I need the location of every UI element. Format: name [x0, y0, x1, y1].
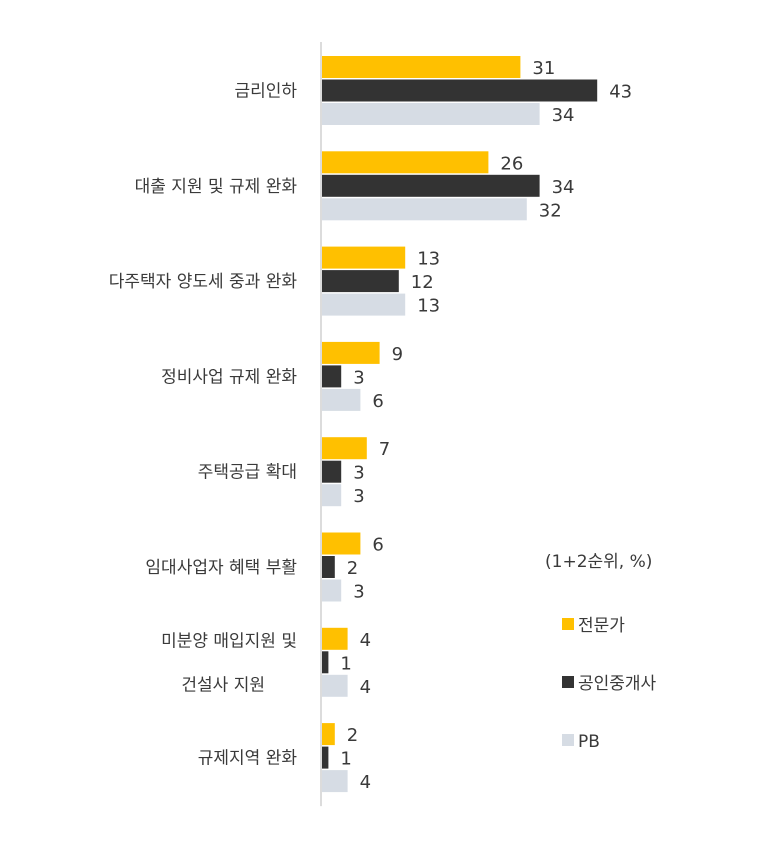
- data-label: 26: [500, 153, 523, 174]
- bar: [322, 770, 348, 793]
- bar: [322, 365, 342, 388]
- data-label: 34: [552, 177, 575, 198]
- data-label: 13: [417, 296, 440, 317]
- bar: [322, 79, 598, 102]
- data-label: 4: [360, 772, 371, 793]
- bar: [322, 198, 527, 221]
- bar: [322, 56, 521, 78]
- data-label: 6: [372, 535, 383, 556]
- data-label: 3: [353, 582, 364, 603]
- bar: [322, 341, 380, 364]
- bar: [322, 460, 342, 483]
- data-label: 12: [411, 272, 434, 293]
- data-label: 2: [347, 558, 358, 579]
- category-label: 금리인하: [234, 82, 297, 102]
- bar: [322, 651, 329, 674]
- legend-swatch: [562, 676, 574, 688]
- data-label: 32: [539, 200, 562, 221]
- bar: [322, 723, 335, 746]
- bar: [322, 103, 540, 125]
- data-label: 1: [340, 749, 351, 770]
- category-label: 주택공급 확대: [198, 463, 297, 483]
- bar: [322, 437, 367, 460]
- category-label: 다주택자 양도세 중과 완화: [109, 272, 298, 292]
- legend-item: 공인중개사: [578, 674, 657, 694]
- data-label: 9: [392, 344, 403, 365]
- bar: [322, 579, 342, 602]
- data-label: 1: [340, 653, 351, 674]
- bar: [322, 174, 540, 197]
- bar: [322, 532, 361, 555]
- bar: [322, 388, 361, 411]
- bar: [322, 746, 329, 769]
- legend-item: PB: [578, 732, 600, 752]
- legend-swatch: [562, 618, 574, 630]
- data-label: 43: [609, 82, 632, 103]
- legend-item: 전문가: [578, 616, 625, 636]
- data-label: 13: [417, 249, 440, 270]
- bar: [322, 293, 406, 316]
- bar: [322, 627, 348, 650]
- data-label: 4: [360, 630, 371, 651]
- data-label: 34: [552, 105, 575, 126]
- category-label: 정비사업 규제 완화: [161, 367, 297, 387]
- bar: [322, 246, 406, 269]
- legend-swatch: [562, 734, 574, 746]
- bar: [322, 270, 399, 293]
- data-label: 3: [353, 463, 364, 484]
- data-label: 2: [347, 725, 358, 746]
- bar: [322, 674, 348, 697]
- bar: [322, 484, 342, 507]
- data-label: 3: [353, 486, 364, 507]
- bar: [322, 556, 335, 578]
- category-label: 임대사업자 혜택 부활: [145, 558, 297, 578]
- data-label: 7: [379, 439, 390, 460]
- category-label: 미분양 매입지원 및: [161, 631, 297, 651]
- legend-title: (1+2순위, %): [545, 552, 652, 572]
- category-label: 대출 지원 및 규제 완화: [135, 177, 298, 197]
- data-label: 6: [372, 391, 383, 412]
- data-label: 31: [532, 58, 555, 79]
- category-label: 건설사 지원: [181, 675, 265, 695]
- data-label: 4: [360, 677, 371, 698]
- bar: [322, 151, 489, 174]
- category-label: 규제지역 완화: [198, 749, 298, 769]
- data-label: 3: [353, 367, 364, 388]
